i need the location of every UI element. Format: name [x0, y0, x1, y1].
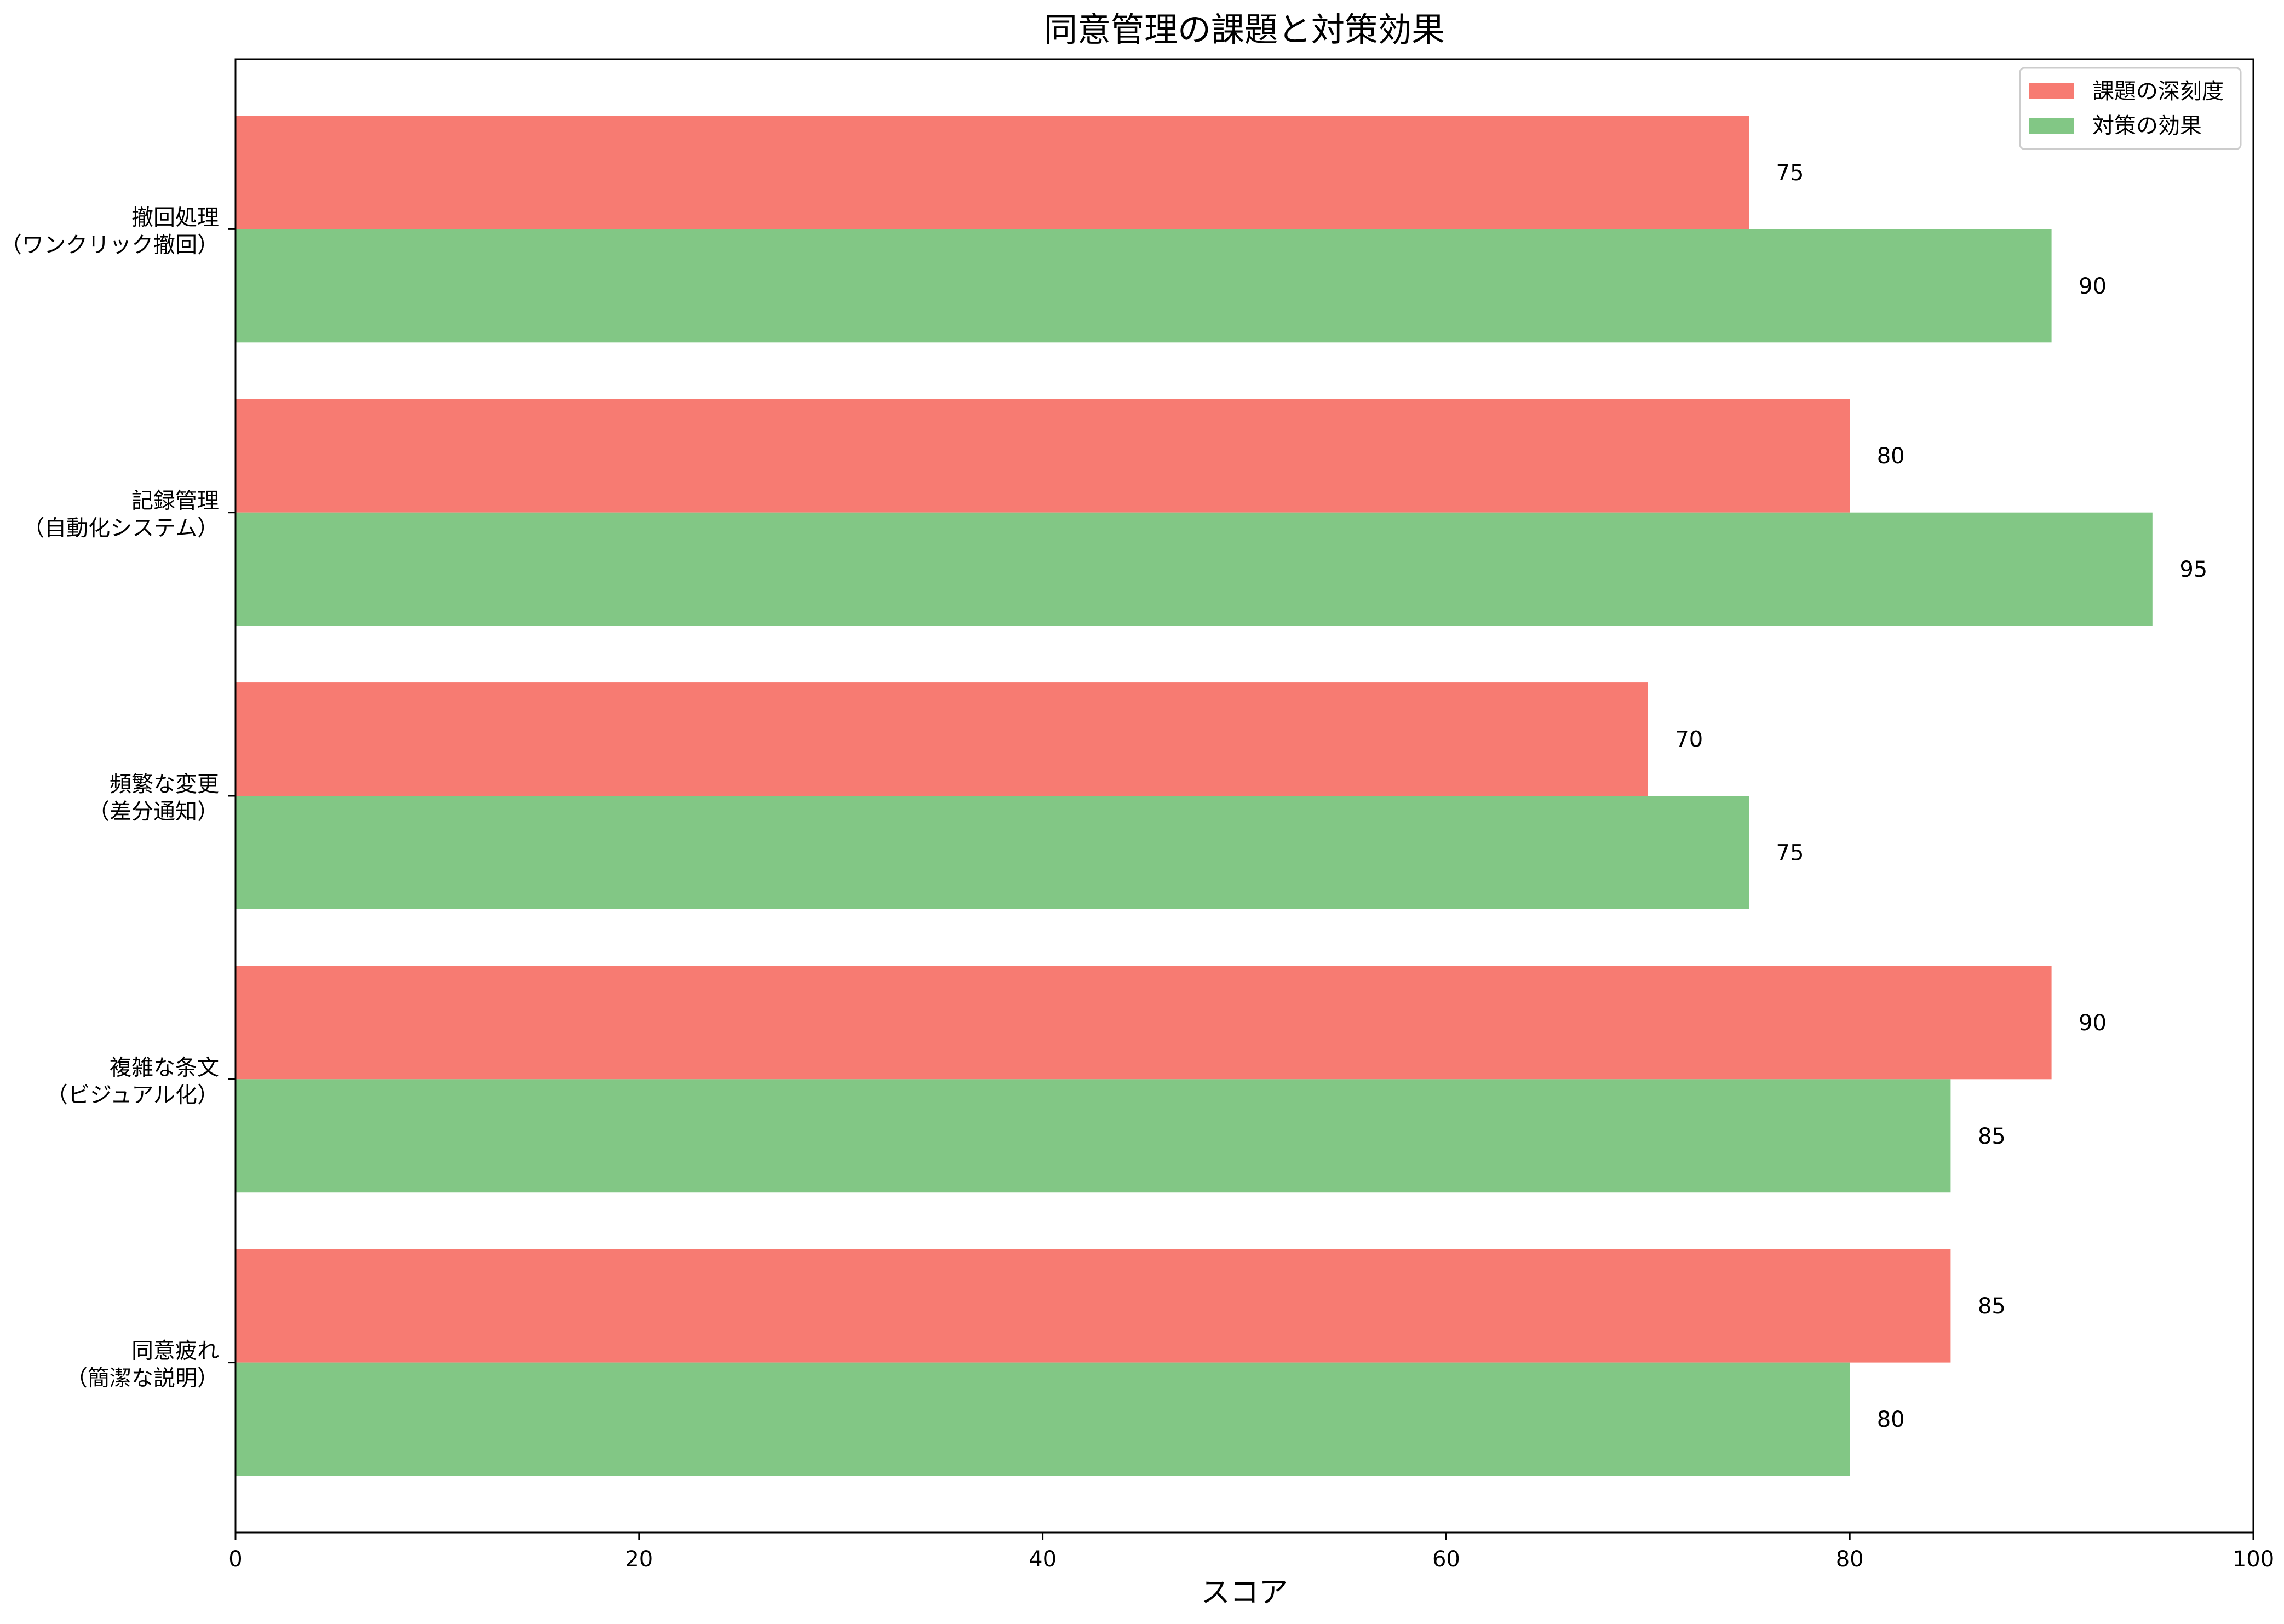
- bar-effect: [236, 1079, 1951, 1193]
- y-tick-label: 撤回処理（ワンクリック撤回）: [0, 205, 219, 257]
- x-axis-label: スコア: [1201, 1576, 1288, 1609]
- y-tick-label-line: （自動化システム）: [22, 516, 219, 541]
- bar-severity: [236, 1249, 1951, 1363]
- x-tick-label: 80: [1836, 1547, 1864, 1572]
- data-label: 75: [1776, 160, 1804, 186]
- y-tick-label: 頻繁な変更（差分通知）: [88, 772, 219, 824]
- data-label: 70: [1675, 727, 1703, 753]
- y-tick-label-line: （ビジュアル化）: [46, 1082, 219, 1107]
- bar-severity: [236, 116, 1749, 229]
- chart-title: 同意管理の課題と対策効果: [1044, 10, 1445, 49]
- y-tick-label: 複雑な条文（ビジュアル化）: [46, 1055, 219, 1107]
- y-tick-label-line: 頻繁な変更: [110, 772, 219, 797]
- legend-label: 対策の効果: [2092, 113, 2202, 139]
- y-tick-label: 同意疲れ（簡潔な説明）: [66, 1339, 219, 1391]
- x-tick-label: 20: [625, 1547, 653, 1572]
- bar-effect: [236, 796, 1749, 909]
- bar-effect: [236, 229, 2052, 343]
- y-tick-label-line: （ワンクリック撤回）: [0, 232, 219, 257]
- data-label: 90: [2079, 1011, 2107, 1036]
- data-label: 95: [2179, 557, 2207, 582]
- bar-effect: [236, 512, 2153, 626]
- x-tick-label: 0: [228, 1547, 242, 1572]
- y-axis: 同意疲れ（簡潔な説明）複雑な条文（ビジュアル化）頻繁な変更（差分通知）記録管理（…: [0, 205, 236, 1391]
- y-tick-label-line: （差分通知）: [88, 799, 219, 824]
- x-tick-label: 100: [2233, 1547, 2274, 1572]
- y-tick-label-line: 複雑な条文: [110, 1055, 219, 1080]
- x-tick-label: 40: [1029, 1547, 1057, 1572]
- x-tick-label: 60: [1432, 1547, 1460, 1572]
- bar-severity: [236, 682, 1648, 796]
- legend-box: [2019, 67, 2242, 150]
- data-label: 75: [1776, 840, 1804, 865]
- y-tick-label-line: 記録管理: [131, 489, 219, 514]
- bar-effect: [236, 1362, 1850, 1476]
- bars-layer: 85 90 70 80 75 80 85 75 95 90: [236, 116, 2207, 1476]
- y-tick-label-line: （簡潔な説明）: [66, 1366, 219, 1391]
- legend-swatch: [2029, 118, 2074, 134]
- y-tick-label: 記録管理（自動化システム）: [22, 489, 219, 541]
- y-tick-label-line: 同意疲れ: [131, 1339, 219, 1364]
- bar-severity: [236, 966, 2052, 1080]
- legend-swatch: [2029, 83, 2074, 99]
- data-label: 80: [1877, 444, 1905, 469]
- data-label: 80: [1877, 1407, 1905, 1432]
- data-label: 90: [2079, 274, 2107, 299]
- legend-label: 課題の深刻度: [2092, 79, 2224, 104]
- data-label: 85: [1978, 1294, 2006, 1319]
- bar-severity: [236, 399, 1850, 513]
- y-tick-label-line: 撤回処理: [131, 205, 219, 230]
- data-label: 85: [1978, 1124, 2006, 1149]
- x-axis: 0 20 40 60 80 100: [228, 1533, 2274, 1572]
